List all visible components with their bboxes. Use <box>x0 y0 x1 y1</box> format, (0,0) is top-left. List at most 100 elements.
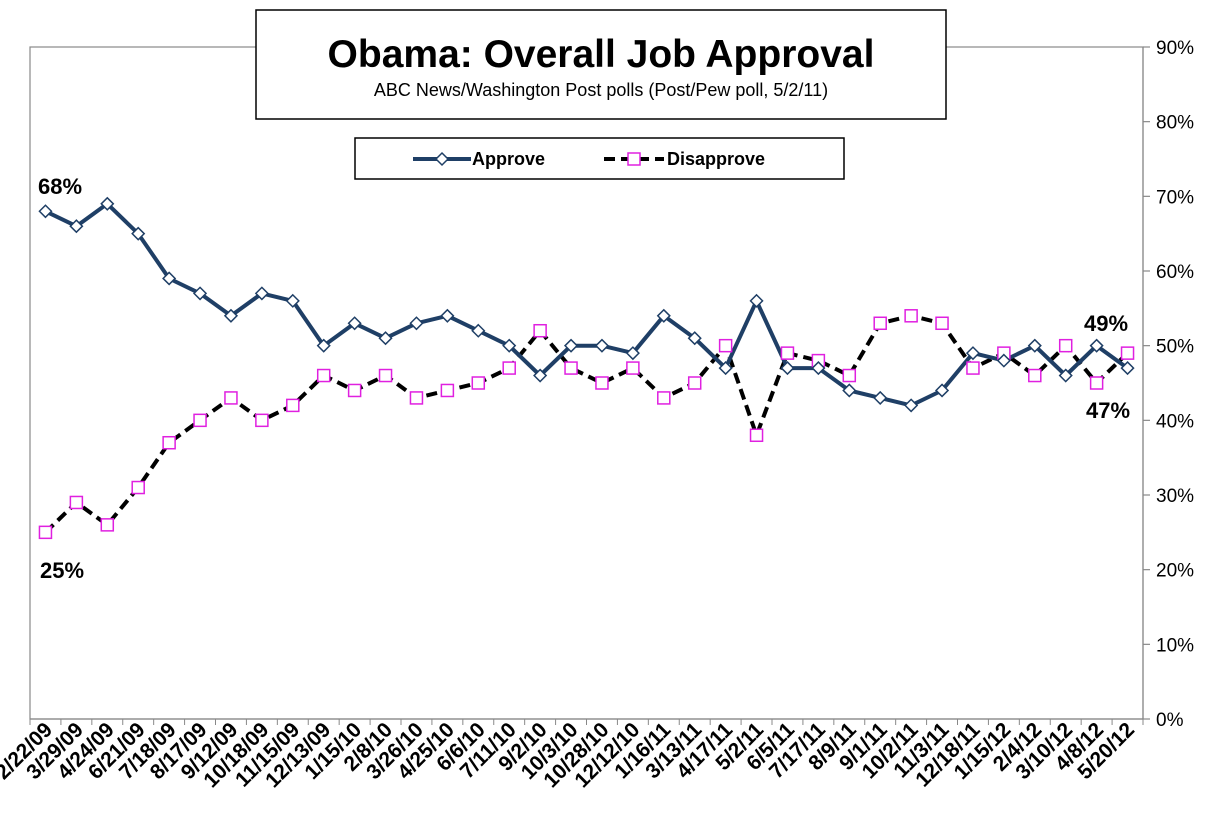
y-tick-label: 80% <box>1156 113 1194 134</box>
legend-item-approve: Approve <box>413 149 545 169</box>
approve-point <box>656 308 671 323</box>
disapprove-point <box>1058 338 1073 353</box>
approve-point <box>1027 338 1042 353</box>
disapprove-point <box>440 383 455 398</box>
disapprove-point <box>687 376 702 390</box>
y-tick-label: 60% <box>1156 262 1194 283</box>
y-tick-label: 50% <box>1156 337 1194 358</box>
approve-point <box>378 331 393 346</box>
disapprove-point <box>347 383 362 398</box>
approve-point <box>718 361 733 376</box>
approve-point <box>811 361 826 376</box>
approve-point <box>347 316 362 331</box>
y-tick-label: 20% <box>1156 561 1194 582</box>
approve-point <box>842 383 857 398</box>
legend-disapprove-marker <box>627 152 641 166</box>
approve-point <box>285 293 300 308</box>
series-line-approve <box>44 201 1129 408</box>
disapprove-point <box>626 361 640 375</box>
approve-point <box>749 293 764 308</box>
approve-point <box>533 368 548 383</box>
disapprove-point <box>595 376 609 390</box>
approve-point <box>69 219 84 234</box>
disapprove-point <box>1028 368 1042 383</box>
disapprove-point <box>471 376 486 390</box>
disapprove-point <box>935 316 949 331</box>
disapprove-point <box>780 346 795 360</box>
y-tick-label: 0% <box>1156 710 1184 731</box>
approve-point <box>162 271 177 286</box>
chart-subtitle: ABC News/Washington Post polls (Post/Pew… <box>374 80 828 100</box>
annotation-approve-end: 47% <box>1086 398 1130 423</box>
disapprove-point <box>224 391 238 405</box>
disapprove-point <box>316 368 331 383</box>
legend-disapprove-label: Disapprove <box>667 149 765 169</box>
approve-point <box>223 308 239 323</box>
legend: Approve Disapprove <box>354 137 845 180</box>
approve-point <box>38 204 53 219</box>
series-layer <box>38 196 1135 540</box>
approve-point <box>780 361 795 376</box>
disapprove-point <box>502 361 516 375</box>
approve-point <box>1120 361 1135 376</box>
approve-point <box>502 338 517 353</box>
disapprove-point <box>533 323 547 338</box>
disapprove-point <box>409 391 424 405</box>
disapprove-point <box>873 316 887 331</box>
disapprove-point <box>100 518 115 532</box>
approve-point <box>594 338 610 353</box>
y-tick-label: 10% <box>1156 635 1194 656</box>
disapprove-point <box>286 398 300 413</box>
approve-point <box>254 286 269 301</box>
disapprove-point <box>193 413 207 428</box>
annotation-disapprove-start: 25% <box>40 558 84 583</box>
approve-point <box>131 226 146 241</box>
disapprove-point <box>69 495 84 510</box>
disapprove-point <box>1089 376 1104 390</box>
annotation-disapprove-end: 49% <box>1084 311 1128 336</box>
y-tick-label: 30% <box>1156 486 1194 507</box>
legend-approve-label: Approve <box>472 149 545 169</box>
disapprove-point <box>842 368 857 383</box>
disapprove-point <box>564 361 578 375</box>
approve-point <box>440 308 455 323</box>
approve-point <box>625 346 640 361</box>
disapprove-point <box>378 368 393 383</box>
approve-point <box>873 390 888 405</box>
approve-point <box>965 346 981 361</box>
approve-point <box>934 383 950 398</box>
y-tick-label: 70% <box>1156 187 1194 208</box>
title-box <box>255 9 947 120</box>
approve-point <box>316 338 331 353</box>
y-tick-label: 90% <box>1156 38 1194 59</box>
approve-point <box>192 286 208 301</box>
approve-point <box>409 316 424 331</box>
disapprove-point <box>904 309 918 323</box>
disapprove-point <box>749 428 764 443</box>
chart-title: Obama: Overall Job Approval <box>328 33 875 76</box>
approve-point <box>996 353 1011 368</box>
approve-point <box>687 331 702 346</box>
series-line-disapprove <box>44 313 1129 534</box>
disapprove-point <box>657 391 671 405</box>
disapprove-point <box>162 435 176 450</box>
approve-point <box>1058 368 1073 383</box>
approve-point <box>563 338 579 353</box>
disapprove-point <box>131 480 145 495</box>
disapprove-point <box>966 361 980 375</box>
y-tick-label: 40% <box>1156 411 1194 432</box>
approve-point <box>1089 338 1104 353</box>
legend-item-disapprove: Disapprove <box>604 149 765 169</box>
annotation-approve-start: 68% <box>38 174 82 199</box>
disapprove-point <box>255 413 269 428</box>
approve-point <box>471 323 486 338</box>
y-axis: 0% 10% 20% 30% 40% 50% 60% 70% 80% 90% <box>1142 38 1194 731</box>
disapprove-point <box>718 338 733 353</box>
approve-point <box>904 398 919 413</box>
disapprove-point <box>1120 346 1135 360</box>
x-axis: 2/22/093/29/094/24/096/21/097/18/098/17/… <box>0 718 1144 792</box>
approve-point <box>100 196 115 211</box>
legend-approve-marker <box>434 151 450 167</box>
disapprove-point <box>38 525 53 540</box>
